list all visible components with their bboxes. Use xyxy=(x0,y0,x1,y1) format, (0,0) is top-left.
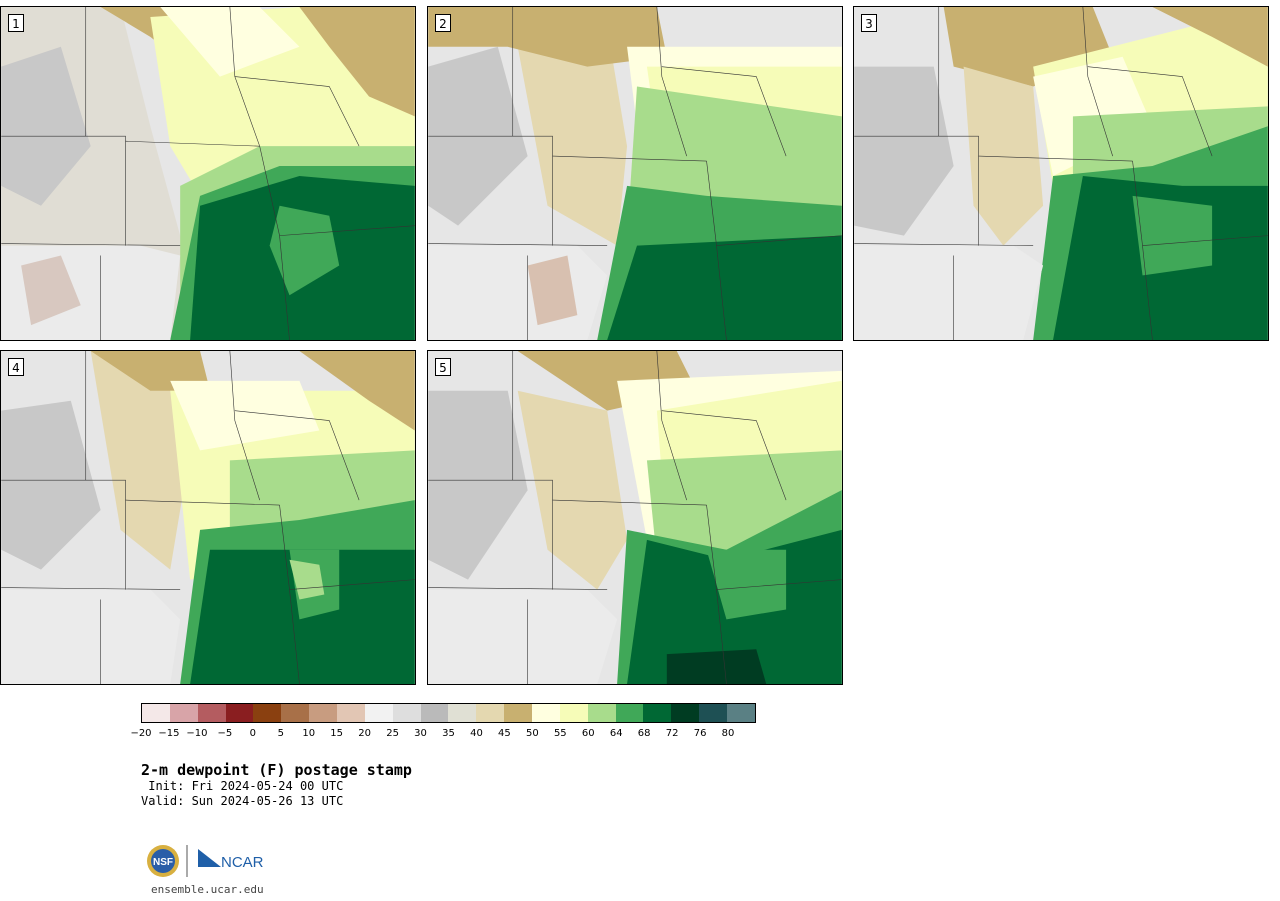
map-panel-1: 1 xyxy=(0,6,416,341)
map-graphic xyxy=(1,351,415,684)
valid-time: Valid: Sun 2024-05-26 13 UTC xyxy=(141,794,344,808)
colorbar-swatch-10 xyxy=(420,704,449,722)
nsf-logo-text: NSF xyxy=(153,857,173,868)
nsf-ncar-logo: NSF NCAR xyxy=(147,845,264,877)
colorbar-swatch-15 xyxy=(559,704,588,722)
colorbar-swatch-16 xyxy=(587,704,616,722)
ncar-logo-text: NCAR xyxy=(221,854,264,871)
colorbar-swatch-5 xyxy=(281,704,310,722)
colorbar-tick-15: 55 xyxy=(553,728,567,739)
colorbar-tick-17: 64 xyxy=(609,728,623,739)
chart-title: 2-m dewpoint (F) postage stamp xyxy=(141,761,412,779)
colorbar-tick-8: 20 xyxy=(358,728,371,739)
colorbar-swatch-11 xyxy=(448,704,477,722)
colorbar-tick-4: 0 xyxy=(249,728,256,739)
map-panel-3: 3 xyxy=(853,6,1269,341)
init-time: Init: Fri 2024-05-24 00 UTC xyxy=(141,779,344,793)
colorbar-tick-5: 5 xyxy=(277,728,284,739)
colorbar-tick-20: 76 xyxy=(693,728,707,739)
site-url: ensemble.ucar.edu xyxy=(151,883,264,896)
panel-number: 1 xyxy=(8,14,24,32)
panel-number: 5 xyxy=(435,358,451,376)
colorbar-swatch-3 xyxy=(225,704,254,722)
panel-number: 4 xyxy=(8,358,24,376)
colorbar-swatch-0 xyxy=(142,704,170,722)
map-graphic xyxy=(854,7,1268,340)
colorbar-swatch-4 xyxy=(253,704,282,722)
map-panel-4: 4 xyxy=(0,350,416,685)
colorbar-swatch-19 xyxy=(671,704,700,722)
colorbar-swatch-1 xyxy=(169,704,198,722)
colorbar-swatch-18 xyxy=(643,704,672,722)
colorbar-swatch-8 xyxy=(364,704,393,722)
colorbar-swatch-7 xyxy=(337,704,365,722)
colorbar xyxy=(141,703,756,723)
colorbar-swatch-6 xyxy=(309,704,338,722)
colorbar-tick-1: −15 xyxy=(158,728,180,739)
colorbar-tick-14: 50 xyxy=(525,728,539,739)
colorbar-tick-6: 10 xyxy=(302,728,316,739)
colorbar-tick-13: 45 xyxy=(498,728,511,739)
colorbar-tick-2: −10 xyxy=(186,728,208,739)
colorbar-tick-19: 72 xyxy=(665,728,679,739)
colorbar-swatch-12 xyxy=(476,704,505,722)
colorbar-ticks: −20 −15 −10 −5 0 5 10 15 20 25 30 35 40 45 50 55 60 64 68 7… xyxy=(130,728,756,742)
colorbar-tick-21: 80 xyxy=(721,728,735,739)
map-panel-2: 2 xyxy=(427,6,843,341)
panel-number: 2 xyxy=(435,14,451,32)
colorbar-tick-10: 30 xyxy=(414,728,427,739)
colorbar-tick-11: 35 xyxy=(442,728,455,739)
colorbar-tick-7: 15 xyxy=(330,728,344,739)
map-graphic xyxy=(428,351,842,684)
colorbar-tick-18: 68 xyxy=(637,728,651,739)
colorbar-tick-9: 25 xyxy=(386,728,399,739)
panel-number: 3 xyxy=(861,14,877,32)
colorbar-tick-3: −5 xyxy=(217,728,233,739)
colorbar-swatch-17 xyxy=(615,704,644,722)
colorbar-tick-16: 60 xyxy=(581,728,595,739)
map-panel-5: 5 xyxy=(427,350,843,685)
colorbar-swatch-9 xyxy=(392,704,421,722)
colorbar-tick-0: −20 xyxy=(130,728,152,739)
logos: NSF NCAR xyxy=(145,843,275,879)
colorbar-swatch-20 xyxy=(699,704,728,722)
map-graphic xyxy=(1,7,415,340)
map-graphic xyxy=(428,7,842,340)
colorbar-swatch-2 xyxy=(197,704,226,722)
colorbar-swatch-13 xyxy=(504,704,533,722)
colorbar-tick-12: 40 xyxy=(470,728,483,739)
colorbar-swatch-21 xyxy=(727,704,755,722)
colorbar-swatch-14 xyxy=(532,704,560,722)
